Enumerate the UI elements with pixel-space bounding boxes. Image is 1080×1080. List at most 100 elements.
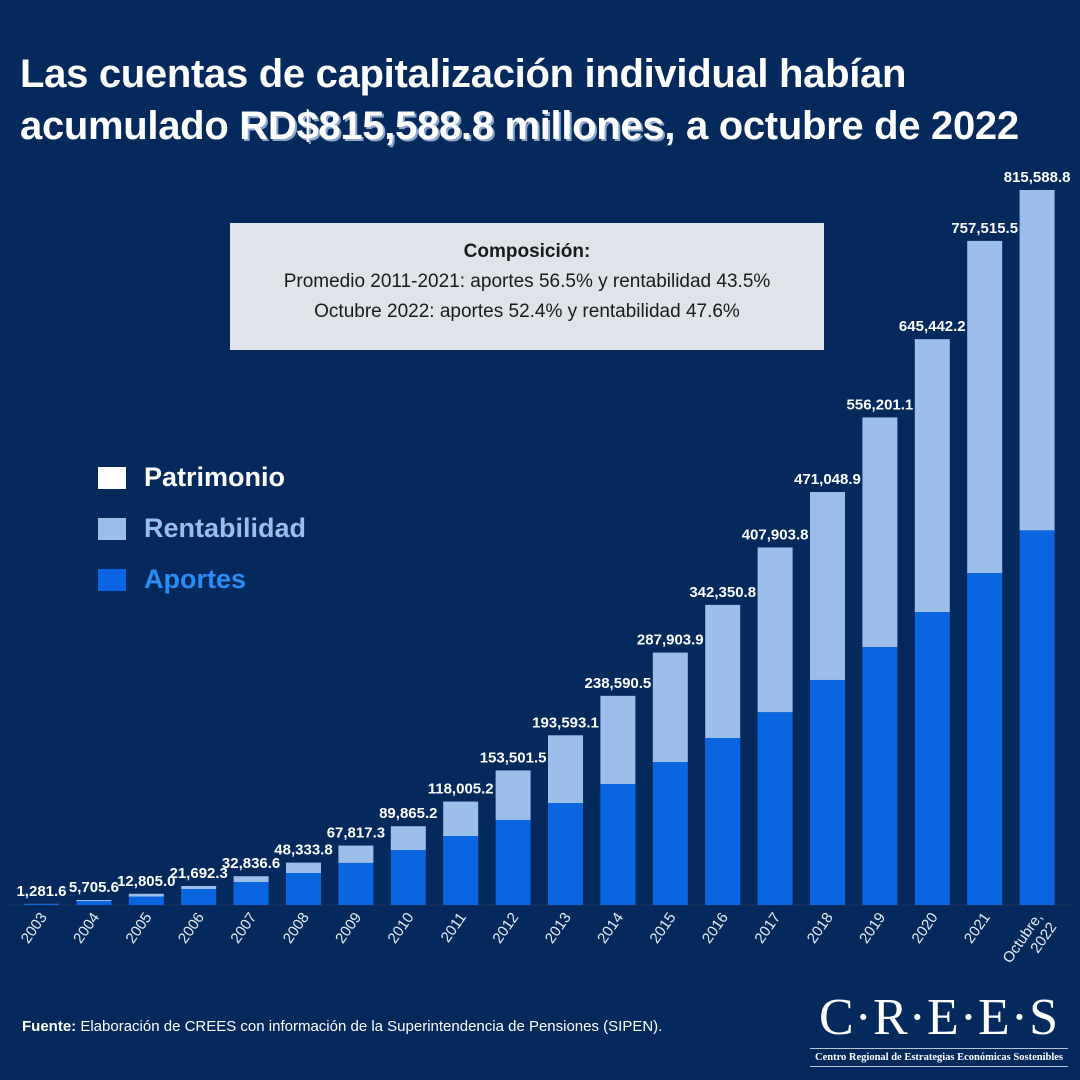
legend-swatch [98,517,126,540]
data-label: 342,350.8 [689,584,756,601]
legend-item-patrimonio: Patrimonio [98,452,306,503]
bar-rentabilidad [1019,190,1055,531]
source-note: Fuente: Elaboración de CREES con informa… [22,1018,662,1035]
bar-aportes [443,836,479,905]
bar-aportes [128,896,164,905]
bar-aportes [286,873,321,905]
x-tick-label: 2012 [489,910,522,947]
data-label: 757,515.5 [951,220,1018,237]
chart-title: Las cuentas de capitalización individual… [20,48,1070,152]
legend-label: Aportes [144,564,247,594]
bar-aportes [652,762,688,905]
legend-label: Rentabilidad [144,513,307,543]
x-tick-label: 2004 [70,910,103,947]
x-tick-label: 2013 [542,910,575,947]
data-label: 67,817.3 [327,825,385,842]
data-label: 89,865.2 [379,805,437,822]
x-tick-label: 2006 [175,910,208,947]
legend-item-aportes: Aportes [98,554,306,605]
data-label: 5,705.6 [69,879,119,896]
logo-subtitle: Centro Regional de Estrategias Económica… [810,1048,1068,1067]
bar-rentabilidad [914,339,950,613]
x-tick-label: 2020 [909,910,942,947]
x-tick-label: 2005 [123,910,156,947]
title-text-end: , a octubre de 2022 [664,104,1019,148]
bar-aportes [24,904,59,905]
bar-rentabilidad [967,240,1003,574]
data-label: 21,692.3 [170,865,228,882]
source-text: Elaboración de CREES con información de … [76,1018,663,1035]
x-tick-label: Octubre,2022 [999,910,1060,977]
data-label: 118,005.2 [428,781,494,798]
legend-swatch [98,568,126,591]
bar-aportes [600,784,636,905]
bar-rentabilidad [390,826,426,851]
bar-rentabilidad [76,899,112,902]
bar-aportes [181,889,217,905]
bar-rentabilidad [652,652,688,763]
bar-rentabilidad [862,417,898,647]
title-highlight: RD$815,588.8 millones [239,104,665,148]
logo-name: C·R·E·E·S [818,989,1060,1046]
data-label: 193,593.1 [532,714,599,731]
bar-aportes [1019,530,1055,905]
bar-aportes [495,819,531,905]
x-tick-label: 2011 [438,910,470,946]
x-tick-label: 2003 [18,910,51,947]
x-tick-label: 2007 [227,910,260,947]
x-tick-label: 2017 [751,910,784,947]
x-tick-label: 2009 [332,910,365,947]
composition-heading: Composición: [463,241,591,262]
bar-aportes [548,803,583,905]
bar-aportes [862,646,898,905]
legend-label: Patrimonio [144,462,286,492]
bar-rentabilidad [338,845,374,863]
data-label: 645,442.2 [899,318,966,335]
legend-item-rentabilidad: Rentabilidad [98,503,306,554]
composition-line-2: Octubre 2022: aportes 52.4% y rentabilid… [314,301,740,322]
composition-box: Composición: Promedio 2011-2021: aportes… [230,223,824,350]
bar-rentabilidad [495,770,531,820]
bar-aportes [757,712,793,905]
bar-aportes [390,850,426,905]
bar-rentabilidad [548,735,583,804]
source-label: Fuente: [22,1018,77,1035]
bar-rentabilidad [233,876,269,883]
data-label: 12,805.0 [117,873,175,890]
bar-rentabilidad [181,885,217,890]
legend: Patrimonio Rentabilidad Aportes [98,452,306,605]
bar-aportes [705,737,741,905]
bar-rentabilidad [286,862,321,874]
legend-swatch [98,466,126,489]
data-label: 471,048.9 [794,471,861,488]
x-tick-label: 2018 [804,910,837,947]
x-tick-label: 2015 [647,910,680,947]
x-tick-label: 2016 [699,910,732,947]
x-tick-label: 2008 [280,910,313,947]
x-tick-label: 2021 [961,910,994,947]
bar-rentabilidad [128,893,164,897]
bar-aportes [338,862,374,905]
data-label: 153,501.5 [480,749,547,766]
bar-aportes [76,901,112,905]
bar-aportes [233,882,269,905]
bar-rentabilidad [757,547,793,713]
bar-rentabilidad [600,695,636,785]
data-label: 1,281.6 [16,883,66,900]
bar-aportes [810,679,845,905]
data-label: 32,836.6 [222,855,280,872]
bar-aportes [967,573,1003,905]
bar-rentabilidad [705,604,741,738]
data-label: 556,201.1 [847,396,914,413]
data-label: 287,903.9 [637,632,704,649]
x-tick-label: 2014 [594,910,627,947]
data-label: 407,903.8 [742,526,809,543]
x-tick-label: 2019 [856,910,889,947]
bar-rentabilidad [443,801,479,837]
data-label: 48,333.8 [274,842,332,859]
data-label: 815,588.8 [1004,169,1071,186]
title-text: Las cuentas de capitalización individual… [20,52,907,148]
composition-line-1: Promedio 2011-2021: aportes 56.5% y rent… [283,271,771,292]
bar-rentabilidad [810,492,845,680]
